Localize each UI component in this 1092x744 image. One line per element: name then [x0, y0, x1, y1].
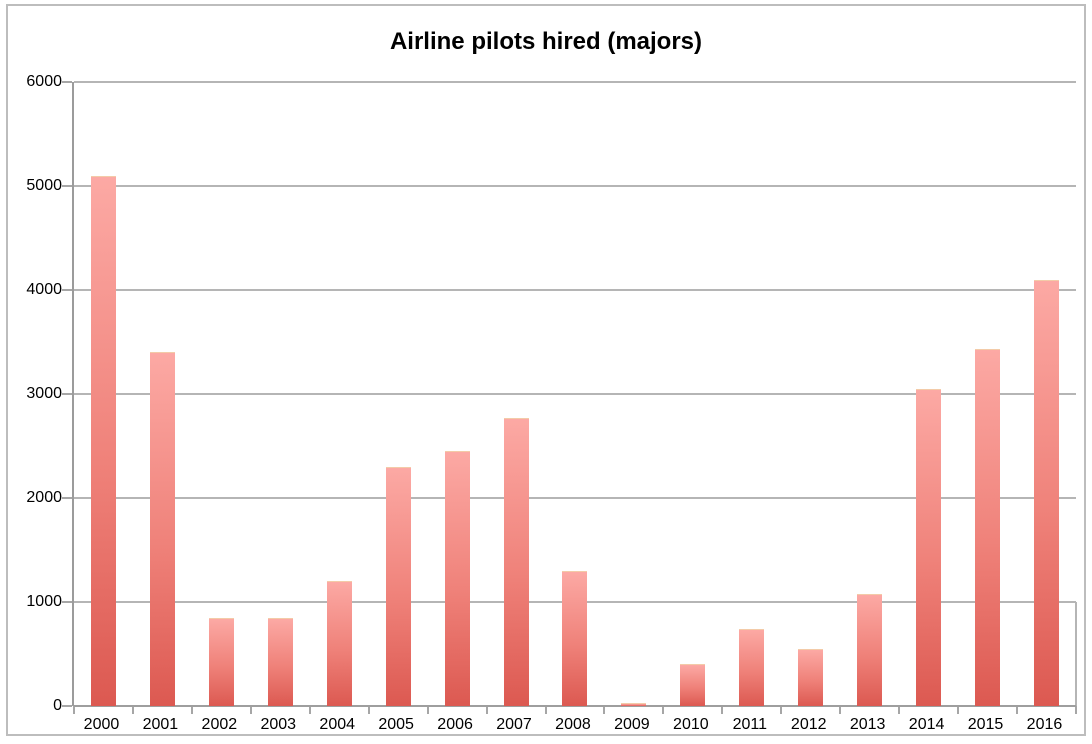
bar-2001: [149, 352, 175, 706]
bar-2007: [503, 417, 529, 706]
bar-cell: [74, 82, 133, 706]
bar-cell: [899, 82, 958, 706]
gridline: [74, 705, 1076, 707]
x-axis-labels: 2000 2001 2002 2003 2004 2005 2006 2007 2008 2009…: [72, 714, 1074, 736]
bar-2005: [385, 466, 411, 706]
y-axis-tick: [62, 497, 72, 499]
x-axis-tick: [544, 706, 547, 714]
chart-frame: Airline pilots hired (majors) 0 1000 2000 3…: [6, 4, 1086, 736]
bar-cell: [310, 82, 369, 706]
gridline: [74, 185, 1076, 187]
bar-2000: [90, 175, 116, 706]
bar-cell: [428, 82, 487, 706]
bar-cell: [604, 82, 663, 706]
bar-2011: [739, 629, 765, 706]
y-axis-tick: [62, 705, 72, 707]
bar-2004: [326, 581, 352, 706]
bar-2010: [680, 664, 706, 706]
x-tick-label: 2004: [319, 716, 356, 733]
x-axis-tick: [603, 706, 606, 714]
x-axis-tick: [73, 706, 75, 714]
y-tick-label: 1000: [26, 593, 62, 610]
x-tick-label: 2016: [1026, 716, 1063, 733]
bar-cell: [369, 82, 428, 706]
x-tick-label: 2002: [201, 716, 238, 733]
bar-2002: [208, 617, 234, 706]
x-axis-tick: [1075, 706, 1077, 714]
x-tick-label: 2001: [142, 716, 179, 733]
bar-cell: [546, 82, 605, 706]
x-tick-label: 2010: [673, 716, 709, 733]
bar-2014: [916, 388, 942, 706]
chart-title: Airline pilots hired (majors): [389, 28, 703, 55]
bar-2015: [975, 349, 1001, 706]
y-tick-label: 5000: [26, 177, 62, 194]
y-axis-tick: [62, 185, 72, 187]
y-tick-label: 2000: [26, 489, 62, 506]
bar-2016: [1033, 279, 1059, 706]
gridline: [74, 289, 1076, 291]
x-axis-tick: [662, 706, 665, 714]
y-tick-label: 6000: [26, 73, 62, 90]
bar-2006: [444, 451, 470, 706]
y-axis-labels: 0 1000 2000 3000 4000 5000 6000: [8, 74, 62, 714]
y-axis-tick: [62, 289, 72, 291]
x-axis-tick: [898, 706, 901, 714]
bar-cell: [133, 82, 192, 706]
bar-cell: [251, 82, 310, 706]
bar-2012: [798, 648, 824, 706]
y-tick-label: 0: [53, 697, 62, 714]
x-tick-label: 2003: [260, 716, 297, 733]
bar-cell: [722, 82, 781, 706]
x-axis-tick: [249, 706, 252, 714]
gridline: [74, 393, 1076, 395]
x-tick-label: 2014: [908, 716, 945, 733]
x-tick-label: 2011: [732, 716, 767, 733]
x-axis-tick: [190, 706, 193, 714]
x-axis-tick: [957, 706, 960, 714]
gridline: [74, 497, 1076, 499]
x-tick-label: 2015: [967, 716, 1004, 733]
x-tick-label: 2006: [437, 716, 473, 733]
y-axis-tick: [62, 601, 72, 603]
x-axis-tick: [721, 706, 724, 714]
x-tick-label: 2000: [83, 716, 120, 733]
y-axis-tick: [62, 81, 72, 83]
y-tick-label: 4000: [26, 281, 62, 298]
bar-cell: [487, 82, 546, 706]
bar-cell: [840, 82, 899, 706]
x-axis-tick: [367, 706, 370, 714]
bar-cell: [1017, 82, 1076, 706]
bar-cell: [958, 82, 1017, 706]
bar-cell: [663, 82, 722, 706]
x-axis-tick: [485, 706, 488, 714]
x-tick-label: 2009: [614, 716, 650, 733]
x-tick-label: 2013: [849, 716, 886, 733]
x-axis-ticks: [73, 706, 1077, 714]
x-axis-tick: [308, 706, 311, 714]
bar-2003: [267, 617, 293, 706]
x-tick-label: 2008: [555, 716, 591, 733]
y-axis-ticks: [62, 81, 72, 707]
x-tick-label: 2005: [378, 716, 414, 733]
x-axis-tick: [839, 706, 842, 714]
bar-2013: [857, 593, 883, 706]
plot-right-border: [1075, 602, 1077, 713]
x-axis-tick: [780, 706, 783, 714]
gridline: [74, 81, 1076, 83]
plot-area: [72, 81, 1077, 714]
x-axis-tick: [1016, 706, 1019, 714]
bar-2008: [562, 570, 588, 706]
bar-cell: [192, 82, 251, 706]
x-axis-tick: [426, 706, 429, 714]
bars-group: [74, 82, 1076, 706]
y-axis-tick: [62, 393, 72, 395]
bar-cell: [781, 82, 840, 706]
y-tick-label: 3000: [26, 385, 62, 402]
x-tick-label: 2007: [496, 716, 532, 733]
x-tick-label: 2012: [790, 716, 827, 733]
x-axis-tick: [131, 706, 134, 714]
bar-2009: [621, 702, 647, 706]
